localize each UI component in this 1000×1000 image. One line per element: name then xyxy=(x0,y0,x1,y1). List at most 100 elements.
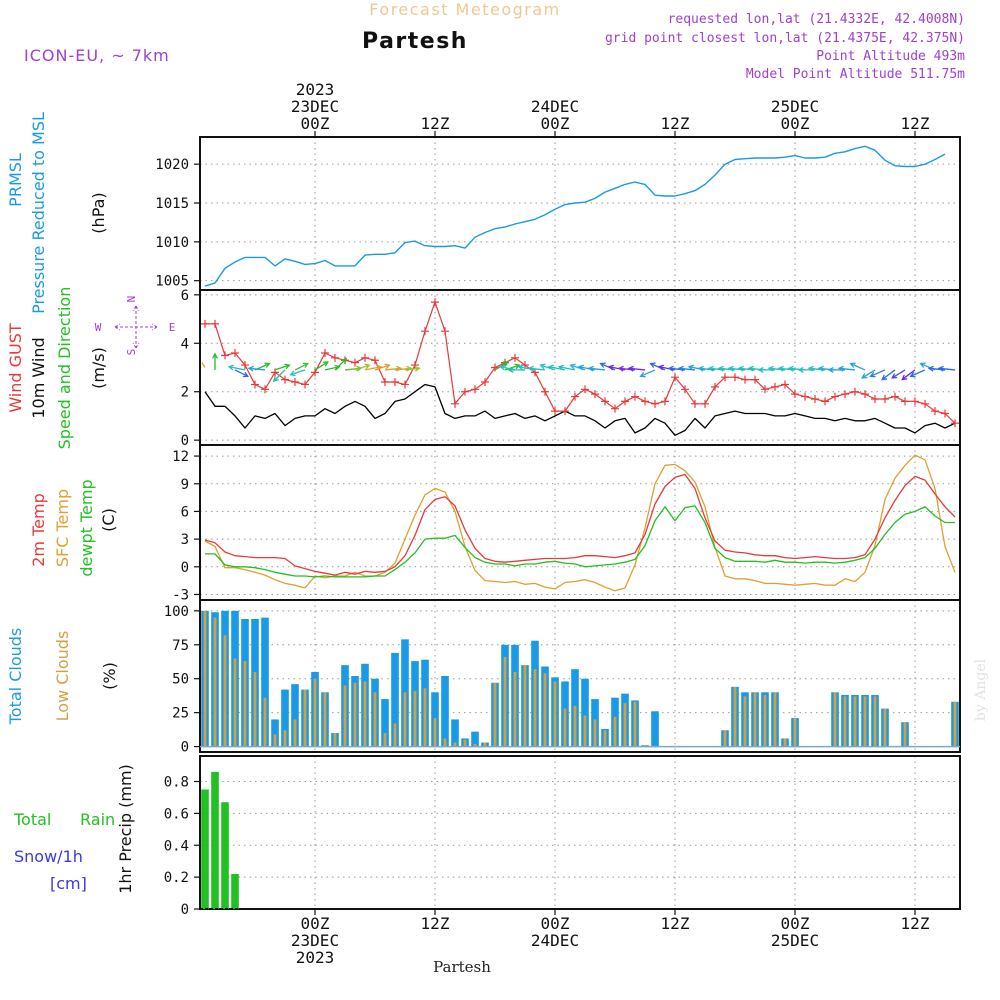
y-tick-label: 25 xyxy=(172,706,189,722)
compass-north: N xyxy=(125,296,138,303)
gust-marker xyxy=(411,361,419,370)
watermark: by Angel xyxy=(973,658,989,721)
gust-marker xyxy=(461,387,469,396)
wind-arrow-head xyxy=(322,361,329,367)
total-clouds-bar xyxy=(391,652,399,747)
wind-arrow-shaft xyxy=(274,364,290,371)
wind-arrow-shaft xyxy=(658,366,676,371)
temp-unit: (C) xyxy=(99,508,118,532)
total-clouds-bar xyxy=(451,719,459,747)
gust-marker xyxy=(201,319,209,328)
gust-marker xyxy=(371,356,379,365)
y-tick-label: 0 xyxy=(181,560,189,576)
wind-arrow-shaft xyxy=(608,366,626,371)
wind-arrow-shaft xyxy=(518,366,536,371)
wind-arrow-shaft xyxy=(578,366,596,371)
total-clouds-bar xyxy=(281,689,289,747)
low-clouds-bar xyxy=(753,692,757,747)
y-tick-label: 1015 xyxy=(155,196,189,212)
y-tick-label: 100 xyxy=(164,604,189,620)
gust-marker xyxy=(621,397,629,406)
wind-arrow-head xyxy=(284,363,291,370)
low-clouds-bar xyxy=(743,696,747,747)
gust-marker xyxy=(851,387,859,396)
gust-marker xyxy=(361,353,369,362)
wind-arrow-head xyxy=(697,365,704,372)
low-clouds-bar xyxy=(873,696,877,747)
wind-arrow-head xyxy=(384,363,391,370)
low-clouds-bar xyxy=(573,705,577,747)
time-label-bottom: 00Z xyxy=(781,914,810,933)
low-clouds-bar xyxy=(793,718,797,747)
wind-arrow-head xyxy=(587,365,594,372)
gust-marker xyxy=(601,397,609,406)
low-clouds-bar xyxy=(603,730,607,747)
wind-direction-arrow xyxy=(607,364,626,371)
point-altitude: Point Altitude 493m xyxy=(816,49,965,64)
y-tick-label: -3 xyxy=(172,587,189,603)
total-clouds-label: Total Clouds xyxy=(6,628,25,726)
wind-arrow-head xyxy=(909,371,916,378)
wind-arrow-shaft xyxy=(768,367,786,371)
low-clouds-bar xyxy=(523,665,527,747)
wind-direction-arrow xyxy=(727,365,746,372)
gust-marker xyxy=(481,378,489,387)
wind-arrow-shaft xyxy=(354,364,370,371)
low-clouds-bar xyxy=(473,743,477,747)
wind-direction-arrow xyxy=(649,362,666,371)
low-clouds-bar xyxy=(203,610,207,747)
gust-marker xyxy=(231,348,239,357)
wind-arrow-head xyxy=(599,362,606,368)
gust-marker xyxy=(841,390,849,399)
y-tick-label: 1005 xyxy=(155,274,189,290)
y-tick-label: 50 xyxy=(172,672,189,688)
low-clouds-bar xyxy=(633,701,637,747)
sfc-temp-line xyxy=(204,454,956,592)
wind-direction-arrow xyxy=(247,365,266,372)
wind-arrow-shaft xyxy=(738,367,756,371)
low-clouds-bar xyxy=(333,733,337,747)
wind-arrow-head xyxy=(849,362,856,368)
location-title: Partesh xyxy=(362,29,468,54)
wind-arrow-head xyxy=(639,371,646,378)
y-tick-label: 3 xyxy=(181,532,189,548)
gust-marker xyxy=(771,382,779,391)
wind-arrow-head xyxy=(507,366,514,373)
low-clouds-bar xyxy=(763,695,767,747)
wind-arrow-head xyxy=(737,365,744,372)
compass-west: W xyxy=(95,321,102,334)
wind-arrow-head xyxy=(927,365,934,372)
low-clouds-bar xyxy=(463,739,467,747)
time-label-bottom: 23DEC xyxy=(291,931,339,950)
low-clouds-bar xyxy=(833,692,837,747)
wind-arrow-head xyxy=(547,364,554,371)
wind-direction-arrow xyxy=(861,369,876,379)
wind-arrow-head xyxy=(341,357,348,364)
wind-arrow-shaft xyxy=(558,366,576,371)
wind-direction-arrow xyxy=(234,369,250,378)
wind-arrow-shaft xyxy=(861,369,876,379)
gust-marker xyxy=(581,385,589,394)
wind-direction-arrow xyxy=(289,369,306,377)
y-tick-label: 0.8 xyxy=(164,775,189,791)
chart-title: Forecast Meteogram xyxy=(369,0,560,19)
low-clouds-bar xyxy=(733,686,737,747)
compass-south: S xyxy=(125,349,138,356)
wind-arrow-shaft xyxy=(394,367,412,371)
time-label-bottom: 00Z xyxy=(541,914,570,933)
gust-marker xyxy=(571,392,579,401)
wind-arrow-shaft xyxy=(778,367,796,371)
gust-marker xyxy=(881,394,889,403)
dewpt-temp-line xyxy=(205,505,955,578)
wind-arrow-shaft xyxy=(234,369,249,377)
gust-marker xyxy=(701,399,709,408)
gust-marker xyxy=(791,390,799,399)
wind-arrow-shaft xyxy=(728,367,746,371)
wind-direction-arrow xyxy=(777,365,796,372)
wind-arrow-head xyxy=(817,365,824,372)
y-tick-label: 0 xyxy=(181,902,189,918)
low-clouds-bar xyxy=(883,708,887,747)
gust-marker xyxy=(671,373,679,382)
wind-direction-arrow xyxy=(354,363,371,371)
